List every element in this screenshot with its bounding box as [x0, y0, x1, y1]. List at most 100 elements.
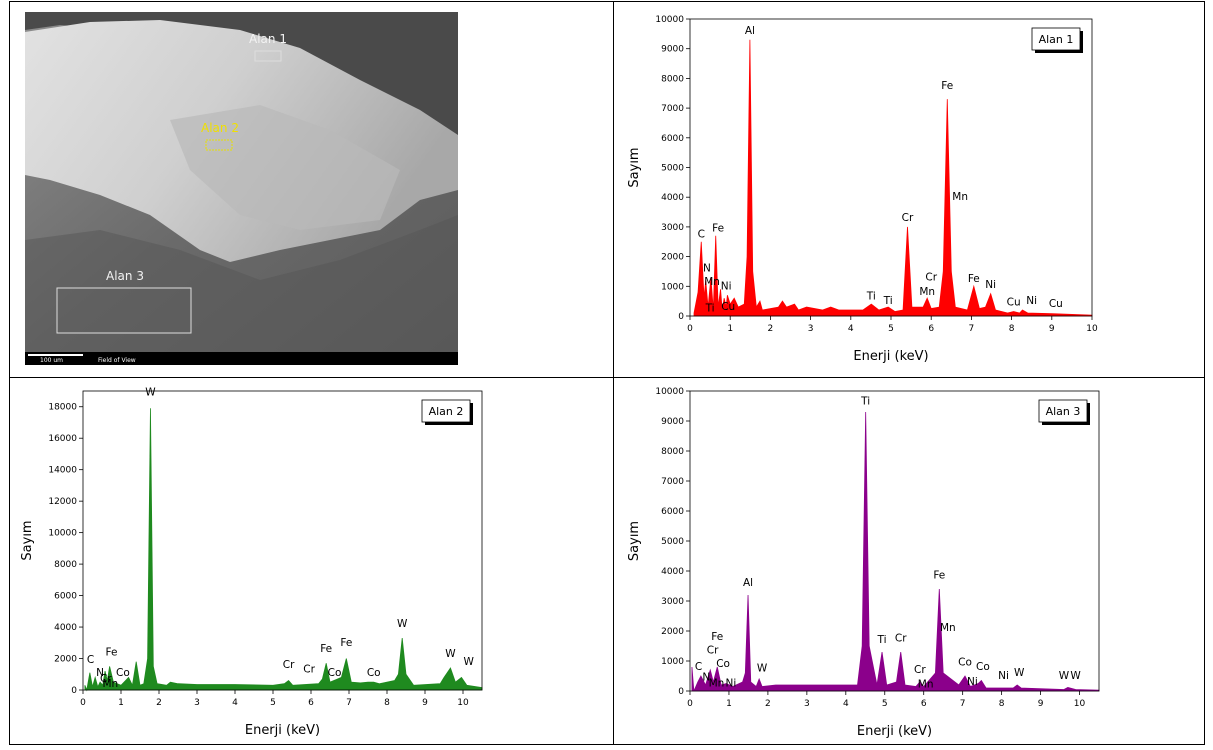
peak-label: Ti: [705, 303, 715, 315]
peak-label: W: [1014, 667, 1025, 679]
x-tick-label: 10: [1086, 324, 1098, 334]
peak-label: Fe: [106, 646, 118, 658]
peak-label: Mn: [919, 286, 935, 298]
peak-label: Ni: [985, 279, 996, 291]
x-tick-label: 4: [843, 699, 849, 709]
y-tick-label: 3000: [661, 597, 684, 607]
y-tick-label: 9000: [661, 417, 684, 427]
x-tick-label: 8: [999, 699, 1005, 709]
peak-label: Fe: [941, 80, 953, 92]
peak-label: Co: [116, 667, 130, 679]
peak-label: Mn: [952, 191, 968, 203]
peak-label: Fe: [711, 631, 723, 643]
y-tick-label: 16000: [48, 434, 77, 444]
peak-label: Co: [958, 657, 972, 669]
y-tick-label: 10000: [655, 387, 684, 397]
peak-label: W: [145, 387, 156, 399]
peak-label: Mn: [940, 622, 956, 634]
x-tick-label: 7: [969, 324, 975, 334]
peak-label: Mn: [103, 678, 119, 690]
x-tick-label: 10: [1074, 699, 1086, 709]
x-tick-label: 3: [808, 324, 814, 334]
peak-label: Fe: [712, 222, 724, 234]
peak-label: Cr: [895, 633, 907, 645]
x-tick-label: 0: [687, 699, 693, 709]
peak-label: Fe: [340, 637, 352, 649]
peak-label: Co: [367, 667, 381, 679]
x-axis-label: Enerji (keV): [857, 724, 932, 739]
peak-label: Ni: [726, 678, 737, 690]
x-tick-label: 3: [194, 698, 200, 708]
x-tick-label: 6: [921, 699, 927, 709]
sem-label: Alan 1: [249, 32, 287, 46]
figure: Alan 1 Alan 2 Alan 3 100 um Field of Vie…: [0, 0, 1213, 746]
x-tick-label: 3: [804, 699, 810, 709]
spectrum-area: [85, 408, 482, 690]
x-tick-label: 5: [888, 324, 894, 334]
peak-label: Ti: [866, 291, 876, 303]
peak-label: Co: [328, 667, 342, 679]
y-tick-label: 18000: [48, 403, 77, 413]
y-tick-label: 0: [678, 687, 684, 697]
y-tick-label: 4000: [54, 623, 77, 633]
y-tick-label: 4000: [661, 567, 684, 577]
peak-label: Cu: [1049, 298, 1063, 310]
x-tick-label: 8: [1009, 324, 1015, 334]
y-tick-label: 2000: [661, 627, 684, 637]
y-tick-label: 12000: [48, 497, 77, 507]
x-tick-label: 1: [726, 699, 732, 709]
peak-label: Cu: [721, 301, 735, 313]
y-tick-label: 0: [71, 686, 77, 696]
peak-label: Fe: [320, 643, 332, 655]
sem-image: Alan 1 Alan 2 Alan 3 100 um Field of Vie…: [25, 12, 458, 365]
y-tick-label: 1000: [661, 657, 684, 667]
sem-label: Alan 3: [106, 269, 144, 283]
x-tick-label: 8: [384, 698, 390, 708]
y-tick-label: 7000: [661, 477, 684, 487]
peak-label: W: [1059, 670, 1070, 682]
y-tick-label: 2000: [661, 253, 684, 263]
peak-label: C: [698, 228, 705, 240]
x-tick-label: 9: [1049, 324, 1055, 334]
peak-label: N: [703, 262, 711, 274]
x-tick-label: 4: [232, 698, 238, 708]
x-tick-label: 4: [848, 324, 854, 334]
y-tick-label: 4000: [661, 193, 684, 203]
peak-label: Cr: [914, 664, 926, 676]
peak-label: Fe: [933, 570, 945, 582]
y-tick-label: 6000: [661, 134, 684, 144]
peak-label: Cr: [925, 271, 937, 283]
chart: Alan 20123456789100200040006000800010000…: [20, 387, 482, 738]
x-tick-label: 6: [928, 324, 934, 334]
field-label: Field of View: [98, 357, 136, 364]
x-tick-label: 1: [118, 698, 124, 708]
x-tick-label: 0: [687, 324, 693, 334]
y-axis-label: Sayım: [20, 520, 35, 560]
peak-label: Co: [716, 658, 730, 670]
peak-label: W: [1070, 670, 1081, 682]
y-tick-label: 14000: [48, 466, 77, 476]
x-tick-label: 6: [308, 698, 314, 708]
peak-label: Cr: [283, 659, 295, 671]
y-axis-label: Sayım: [627, 147, 642, 187]
peak-label: Ni: [1026, 295, 1037, 307]
peak-label: Co: [976, 661, 990, 673]
y-tick-label: 6000: [54, 592, 77, 602]
scale-bar-label: 100 um: [40, 357, 63, 364]
peak-label: Al: [745, 25, 755, 37]
peak-label: Ni: [721, 280, 732, 292]
y-tick-label: 8000: [661, 74, 684, 84]
legend-label: Alan 1: [1039, 33, 1074, 46]
y-tick-label: 8000: [661, 447, 684, 457]
spectrum-area: [694, 40, 1092, 316]
y-tick-label: 5000: [661, 164, 684, 174]
y-tick-label: 6000: [661, 507, 684, 517]
peak-label: W: [757, 663, 768, 675]
x-tick-label: 9: [422, 698, 428, 708]
peak-label: Mn: [709, 678, 725, 690]
peak-label: W: [397, 618, 408, 630]
peak-label: Cr: [902, 212, 914, 224]
peak-label: W: [464, 656, 475, 668]
